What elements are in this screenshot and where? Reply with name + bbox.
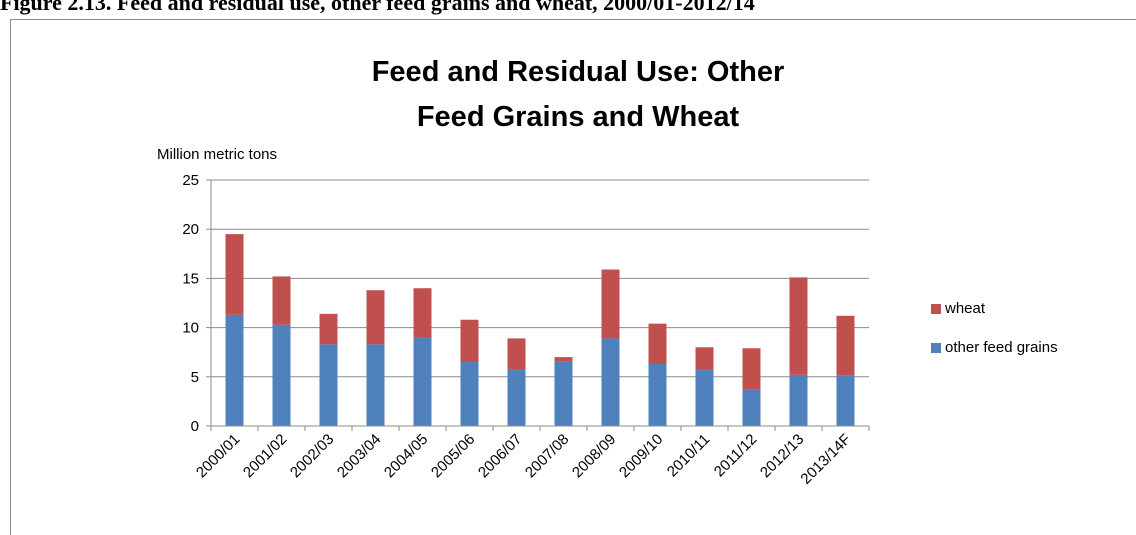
bar-other-feed-grains-2002-03 (319, 344, 338, 426)
bar-wheat-2013-14F (836, 315, 855, 376)
bar-other-feed-grains-2003-04 (366, 344, 385, 426)
y-tick-label: 0 (191, 418, 199, 435)
bar-wheat-2000-01 (225, 234, 244, 315)
x-tick-label: 2009/10 (616, 431, 666, 481)
figure-caption: Figure 2.13. Feed and residual use, othe… (0, 0, 755, 15)
bar-wheat-2005-06 (460, 319, 479, 363)
y-tick-label: 5 (191, 369, 199, 386)
bar-wheat-2006-07 (507, 338, 526, 370)
x-tick-label: 2000/01 (193, 431, 243, 481)
bar-other-feed-grains-2000-01 (225, 314, 244, 426)
x-tick-label: 2005/06 (428, 431, 478, 481)
x-tick-label: 2004/05 (381, 431, 431, 481)
y-axis-unit-label: Million metric tons (157, 146, 277, 163)
bars (225, 234, 855, 426)
bar-wheat-2002-03 (319, 313, 338, 345)
chart-title-line-1: Feed and Residual Use: Other (372, 56, 785, 88)
bar-other-feed-grains-2009-10 (648, 364, 667, 426)
x-tick-label: 2006/07 (475, 431, 525, 481)
bar-wheat-2009-10 (648, 323, 667, 365)
bar-wheat-2008-09 (601, 269, 620, 339)
bar-wheat-2011-12 (742, 348, 761, 390)
bar-other-feed-grains-2008-09 (601, 338, 620, 426)
legend-label-wheat: wheat (944, 300, 986, 317)
bar-other-feed-grains-2005-06 (460, 362, 479, 426)
chart-frame (10, 19, 1136, 535)
bar-other-feed-grains-2010-11 (695, 369, 714, 426)
bar-other-feed-grains-2006-07 (507, 369, 526, 426)
x-tick-label: 2008/09 (569, 431, 619, 481)
bar-other-feed-grains-2001-02 (272, 324, 291, 426)
y-tick-label: 25 (182, 172, 199, 189)
legend-swatch-other-feed-grains (931, 343, 941, 353)
legend-swatch-wheat (931, 304, 941, 314)
x-tick-label: 2007/08 (522, 431, 572, 481)
bar-other-feed-grains-2012-13 (789, 374, 808, 426)
x-tick-label: 2010/11 (664, 431, 714, 481)
y-tick-label: 15 (182, 270, 199, 287)
x-tick-label: 2002/03 (287, 431, 337, 481)
chart-title-line-2: Feed Grains and Wheat (417, 101, 740, 133)
x-tick-label: 2013/14F (797, 431, 854, 488)
y-tick-label: 10 (182, 320, 199, 337)
gridlines (211, 179, 869, 378)
x-tick-label: 2003/04 (334, 431, 384, 481)
bar-wheat-2007-08 (554, 357, 573, 362)
bar-other-feed-grains-2007-08 (554, 361, 573, 426)
legend: wheat other feed grains (931, 300, 1058, 356)
bar-other-feed-grains-2011-12 (742, 389, 761, 426)
bar-wheat-2004-05 (413, 288, 432, 338)
x-tick-label: 2001/02 (240, 431, 290, 481)
bar-wheat-2010-11 (695, 347, 714, 370)
x-tick-label: 2011/12 (711, 431, 761, 481)
bar-wheat-2012-13 (789, 277, 808, 375)
y-tick-label: 20 (182, 221, 199, 238)
bar-other-feed-grains-2013-14F (836, 375, 855, 426)
bar-wheat-2003-04 (366, 290, 385, 345)
bar-other-feed-grains-2004-05 (413, 337, 432, 426)
legend-label-other-feed-grains: other feed grains (945, 339, 1058, 356)
bar-wheat-2001-02 (272, 276, 291, 325)
